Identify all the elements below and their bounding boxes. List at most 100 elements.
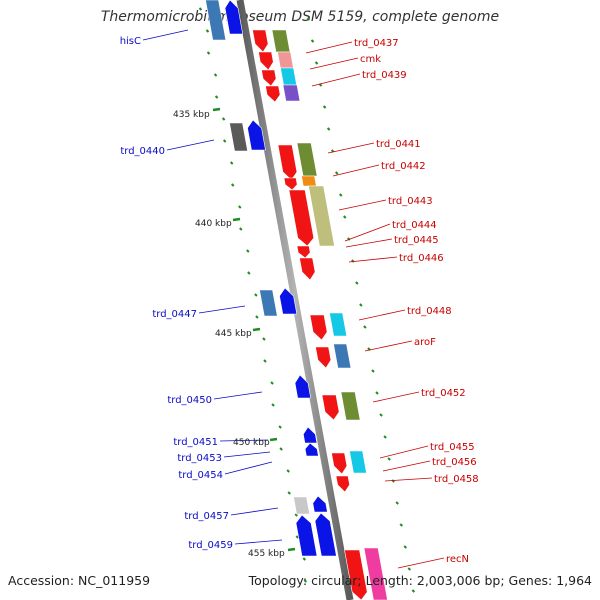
gene-feature-27 bbox=[321, 394, 340, 421]
scale-tick-4 bbox=[206, 51, 211, 55]
gene-feature-12 bbox=[277, 144, 298, 181]
leader-line-19 bbox=[364, 340, 413, 352]
scale-tick-49 bbox=[403, 545, 407, 549]
gene-feature-26 bbox=[294, 374, 312, 399]
gene-feature-14 bbox=[283, 177, 298, 191]
gene-feature-31 bbox=[331, 452, 348, 475]
leader-line-7 bbox=[230, 507, 279, 516]
scale-tick-33 bbox=[371, 369, 375, 373]
scale-tick-45 bbox=[395, 501, 399, 505]
scale-tick-27 bbox=[359, 303, 363, 307]
leader-line-12 bbox=[327, 142, 375, 154]
leader-line-15 bbox=[344, 223, 391, 242]
scale-tick-17 bbox=[339, 193, 343, 197]
gene-label-trd-0457[interactable]: trd_0457 bbox=[184, 511, 229, 522]
gene-label-trd-0450[interactable]: trd_0450 bbox=[167, 395, 212, 406]
scale-tick-35 bbox=[375, 391, 379, 395]
scale-tick-19 bbox=[343, 215, 347, 219]
gene-label-trd-0448[interactable]: trd_0448 bbox=[407, 306, 452, 317]
gene-label-trd-0454[interactable]: trd_0454 bbox=[178, 470, 223, 481]
gene-feature-9 bbox=[282, 84, 301, 102]
gene-feature-19 bbox=[299, 257, 316, 281]
scale-tick-38 bbox=[278, 425, 282, 429]
gene-label-trd-0446[interactable]: trd_0446 bbox=[399, 253, 444, 264]
scale-tick-34 bbox=[270, 381, 274, 385]
leader-line-4 bbox=[219, 439, 269, 442]
scale-tick-42 bbox=[286, 469, 290, 473]
scale-tick-24 bbox=[247, 271, 251, 275]
leader-line-24 bbox=[397, 557, 445, 569]
gene-feature-8 bbox=[265, 85, 281, 103]
gene-label-trd-0452[interactable]: trd_0452 bbox=[421, 388, 466, 399]
scale-tick-5 bbox=[314, 61, 319, 65]
gene-label-trd-0440[interactable]: trd_0440 bbox=[120, 146, 165, 157]
gene-label-trd-0445[interactable]: trd_0445 bbox=[394, 235, 439, 246]
gene-feature-30 bbox=[304, 442, 319, 457]
gene-label-aroF[interactable]: aroF bbox=[414, 337, 436, 348]
gene-label-trd-0458[interactable]: trd_0458 bbox=[434, 474, 479, 485]
gene-feature-11 bbox=[247, 119, 266, 151]
gene-feature-15 bbox=[301, 175, 317, 187]
scale-tick-14 bbox=[229, 161, 234, 165]
scale-label-440: 440 kbp bbox=[195, 219, 232, 229]
gene-feature-29 bbox=[302, 426, 318, 444]
gene-label-trd-0437[interactable]: trd_0437 bbox=[354, 38, 399, 49]
leader-line-9 bbox=[305, 41, 353, 54]
leader-line-23 bbox=[384, 477, 433, 482]
gene-label-recN[interactable]: recN bbox=[446, 554, 469, 565]
gene-feature-28 bbox=[340, 391, 361, 421]
gene-feature-4 bbox=[258, 51, 274, 71]
scale-tick-2 bbox=[205, 29, 210, 33]
leader-line-8 bbox=[234, 539, 283, 545]
gene-label-trd-0447[interactable]: trd_0447 bbox=[152, 309, 197, 320]
leader-line-13 bbox=[332, 164, 380, 177]
gene-label-trd-0456[interactable]: trd_0456 bbox=[432, 457, 477, 468]
gene-label-hisC[interactable]: hisC bbox=[120, 36, 141, 47]
gene-feature-23 bbox=[329, 312, 348, 337]
scale-tick-0 bbox=[198, 7, 203, 11]
gene-feature-20 bbox=[259, 289, 278, 317]
scale-ticks bbox=[198, 7, 416, 593]
scale-tick-36 bbox=[271, 403, 275, 407]
gene-label-trd-0451[interactable]: trd_0451 bbox=[173, 437, 218, 448]
scale-tick-53 bbox=[411, 589, 416, 593]
gene-feature-5 bbox=[277, 51, 294, 69]
scale-tick-25 bbox=[355, 281, 359, 285]
label-leaders bbox=[142, 29, 445, 569]
scale-tick-11 bbox=[326, 127, 331, 131]
gene-feature-38 bbox=[344, 549, 368, 600]
gene-label-trd-0439[interactable]: trd_0439 bbox=[362, 70, 407, 81]
major-tick-4 bbox=[287, 547, 296, 552]
gene-label-trd-0444[interactable]: trd_0444 bbox=[392, 220, 437, 231]
gene-feature-7 bbox=[280, 67, 297, 86]
leader-line-10 bbox=[309, 57, 359, 70]
scale-tick-3 bbox=[310, 39, 315, 43]
gene-feature-24 bbox=[315, 346, 332, 369]
gene-feature-37 bbox=[314, 512, 337, 557]
leader-line-14 bbox=[338, 199, 387, 211]
scale-tick-9 bbox=[322, 105, 327, 109]
leader-line-17 bbox=[348, 256, 398, 263]
gene-feature-21 bbox=[279, 287, 298, 315]
scale-tick-50 bbox=[302, 557, 307, 561]
gene-label-trd-0442[interactable]: trd_0442 bbox=[381, 161, 426, 172]
scale-tick-52 bbox=[303, 579, 308, 583]
scale-label-450: 450 kbp bbox=[233, 438, 270, 448]
leader-line-22 bbox=[382, 460, 431, 472]
gene-label-trd-0441[interactable]: trd_0441 bbox=[376, 139, 421, 150]
gene-feature-13 bbox=[296, 142, 318, 177]
scale-tick-32 bbox=[263, 359, 267, 363]
leader-line-1 bbox=[166, 139, 215, 151]
gene-label-trd-0455[interactable]: trd_0455 bbox=[430, 442, 475, 453]
leader-line-3 bbox=[213, 391, 263, 400]
leader-line-11 bbox=[311, 73, 361, 87]
gene-label-trd-0453[interactable]: trd_0453 bbox=[177, 453, 222, 464]
gene-label-trd-0459[interactable]: trd_0459 bbox=[188, 540, 233, 551]
gene-feature-1 bbox=[224, 0, 244, 35]
leader-line-2 bbox=[198, 305, 246, 314]
gene-label-cmk[interactable]: cmk bbox=[360, 54, 381, 65]
leader-line-5 bbox=[223, 451, 271, 458]
gene-label-trd-0443[interactable]: trd_0443 bbox=[388, 196, 433, 207]
scale-tick-22 bbox=[246, 249, 250, 253]
